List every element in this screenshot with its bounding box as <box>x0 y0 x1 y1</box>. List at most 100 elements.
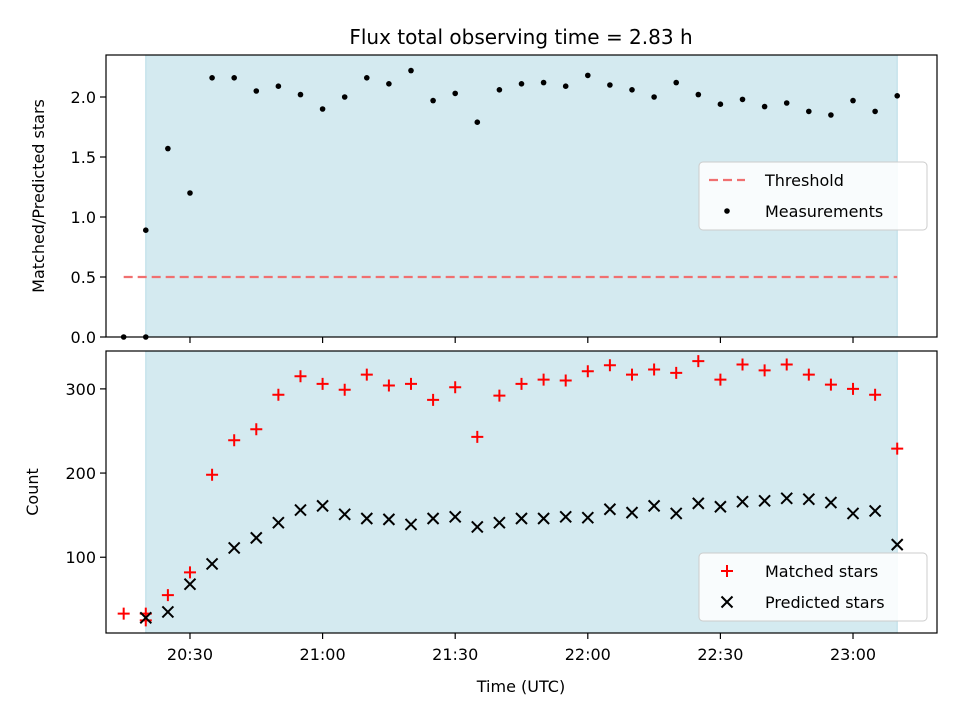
predicted-stars-point <box>426 512 440 525</box>
predicted-stars-point <box>471 520 484 534</box>
matched-stars-point <box>382 379 395 392</box>
legend-matched-stars-swatch <box>721 565 733 577</box>
top-y-tick-label: 2.0 <box>71 88 96 107</box>
measurements-point <box>408 67 414 74</box>
predicted-stars-point <box>139 611 152 625</box>
matched-stars-point <box>139 614 152 627</box>
measurements-point <box>142 227 149 233</box>
measurements-point <box>386 81 392 87</box>
matched-stars-point <box>670 366 683 379</box>
top-y-tick-label: 0.5 <box>71 268 96 287</box>
measurements-point <box>585 72 591 79</box>
predicted-stars-point <box>161 605 175 619</box>
bottom-x-tick-label: 22:00 <box>565 645 611 664</box>
bottom-axes-frame <box>105 350 938 634</box>
legend-measurements-label: Measurements <box>765 202 883 221</box>
bottom-x-tick-label: 23:00 <box>830 645 876 664</box>
top-y-axis-title: Matched/Predicted stars <box>29 99 48 293</box>
predicted-stars-point <box>802 492 816 506</box>
bottom-x-tick-label: 21:30 <box>432 645 478 664</box>
measurements-point <box>363 75 370 81</box>
matched-stars-point <box>294 370 307 383</box>
top-y-tick-label: 0.0 <box>71 328 96 347</box>
measurements-point <box>518 81 525 87</box>
bottom-data-marks <box>117 355 904 627</box>
measurements-point <box>187 190 193 196</box>
measurements-point <box>209 75 215 81</box>
bottom-y-tick-label: 300 <box>65 380 96 399</box>
predicted-stars-point <box>669 507 683 520</box>
matched-stars-point <box>515 377 528 390</box>
matched-stars-point <box>471 430 484 443</box>
measurements-point <box>275 83 282 89</box>
matched-stars-point <box>206 468 219 481</box>
predicted-stars-point <box>448 510 462 524</box>
matched-stars-point <box>404 377 417 390</box>
top-data-marks <box>120 67 901 340</box>
measurements-point <box>496 87 503 93</box>
predicted-stars-point <box>250 531 263 545</box>
measurements-point <box>231 75 237 81</box>
bottom-y-tick-label: 200 <box>65 464 96 483</box>
measurements-point <box>341 94 348 100</box>
matched-stars-point <box>338 383 351 396</box>
matched-stars-point <box>316 377 329 390</box>
matched-stars-point <box>626 368 639 381</box>
matched-stars-point <box>360 368 373 381</box>
matched-stars-point <box>648 363 661 376</box>
matched-stars-point <box>117 607 130 620</box>
matched-stars-point <box>802 368 815 381</box>
predicted-stars-point <box>404 518 418 531</box>
bottom-x-tick-label: 22:30 <box>697 645 743 664</box>
predicted-stars-point <box>493 516 506 529</box>
bottom-y-tick-label: 100 <box>65 548 96 567</box>
measurements-point <box>850 97 856 104</box>
bottom-panel: 100 200 300 20:30 21:00 21:30 22:00 22:30 23:00 C… <box>23 350 938 664</box>
measurements-point <box>253 88 260 94</box>
matched-stars-point <box>824 378 837 391</box>
legend-measurements-swatch <box>724 208 730 214</box>
predicted-stars-point <box>824 496 838 509</box>
predicted-stars-point <box>581 511 595 524</box>
legend-matched-stars-label: Matched stars <box>765 562 878 581</box>
top-legend: Threshold Measurements <box>698 161 928 231</box>
matched-stars-point <box>250 423 263 436</box>
matched-stars-point <box>692 355 705 368</box>
predicted-stars-point <box>780 492 793 505</box>
predicted-stars-point <box>625 506 639 519</box>
bottom-legend: Matched stars Predicted stars <box>698 552 928 622</box>
matched-stars-point <box>581 365 594 378</box>
matched-stars-point <box>161 589 174 602</box>
measurements-point <box>673 79 680 86</box>
measurements-point <box>629 87 635 93</box>
predicted-stars-point <box>294 503 307 517</box>
predicted-stars-point <box>758 494 771 508</box>
matched-stars-point <box>272 388 285 401</box>
predicted-stars-point <box>338 508 351 521</box>
predicted-stars-point <box>692 497 705 510</box>
measurements-point <box>761 103 768 110</box>
predicted-stars-point <box>559 510 572 524</box>
measurements-point <box>651 94 657 100</box>
measurements-point <box>894 93 901 99</box>
matched-stars-point <box>559 374 572 387</box>
predicted-stars-point <box>360 512 374 525</box>
measurements-point <box>297 91 304 98</box>
matched-stars-point <box>891 442 904 455</box>
predicted-stars-point <box>647 499 661 513</box>
predicted-stars-point <box>183 577 197 591</box>
matched-stars-point <box>427 393 440 406</box>
predicted-stars-point <box>227 541 241 555</box>
legend-threshold-label: Threshold <box>764 171 844 190</box>
matched-stars-point <box>736 358 749 371</box>
matched-stars-point <box>228 434 241 447</box>
predicted-stars-point <box>382 513 396 526</box>
figure-title: Flux total observing time = 2.83 h <box>349 25 692 49</box>
measurements-point <box>607 82 613 88</box>
top-y-tick-label: 1.0 <box>71 208 96 227</box>
measurements-point <box>783 100 790 106</box>
bottom-x-tick-label: 20:30 <box>167 645 213 664</box>
matched-stars-point <box>847 382 860 395</box>
measurements-point <box>319 106 326 112</box>
predicted-stars-point <box>205 557 219 571</box>
